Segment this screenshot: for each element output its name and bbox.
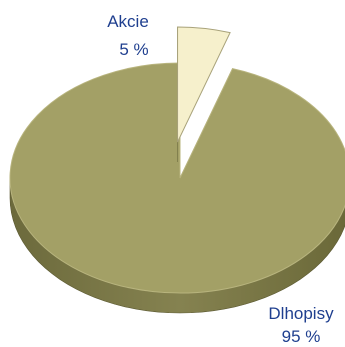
slice-dlhopisy — [9, 62, 345, 294]
slice-value-akcie: 5 % — [119, 40, 148, 59]
label-akcie: Akcie 5 % — [107, 12, 149, 59]
slice-akcie — [177, 26, 231, 143]
slice-label-akcie: Akcie — [107, 12, 149, 31]
label-dlhopisy: Dlhopisy 95 % — [268, 304, 334, 346]
slice-value-dlhopisy: 95 % — [282, 327, 321, 346]
slice-label-dlhopisy: Dlhopisy — [268, 304, 334, 323]
pie-slices — [9, 26, 345, 314]
